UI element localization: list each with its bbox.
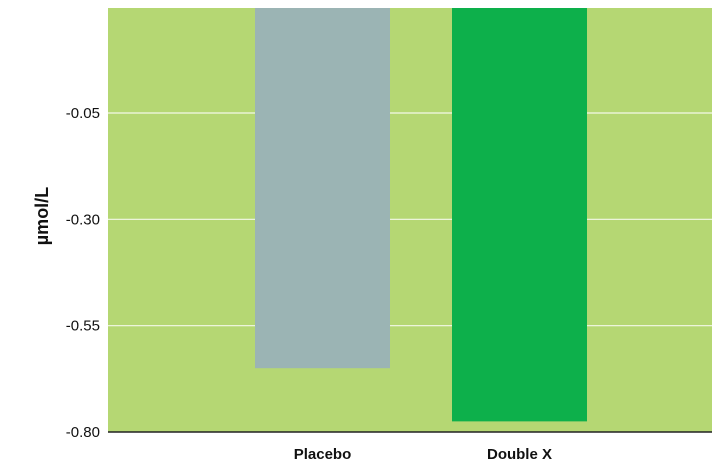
y-tick-label: -0.05 [66, 105, 100, 122]
y-tick-label: -0.30 [66, 211, 100, 228]
bar-double-x [452, 8, 587, 422]
y-axis-label: µmol/L [32, 187, 52, 245]
x-tick-label: Double X [487, 446, 552, 463]
bar-placebo [255, 8, 390, 369]
x-tick-label: Placebo [294, 446, 352, 463]
y-tick-labels: -0.05 -0.30 -0.55 -0.80 [66, 105, 100, 441]
y-tick-label: -0.55 [66, 318, 100, 335]
y-tick-label: -0.80 [66, 424, 100, 441]
x-tick-labels: Placebo Double X [294, 446, 552, 463]
gridlines [108, 112, 712, 327]
plot-background [108, 8, 712, 432]
bars [255, 8, 587, 422]
